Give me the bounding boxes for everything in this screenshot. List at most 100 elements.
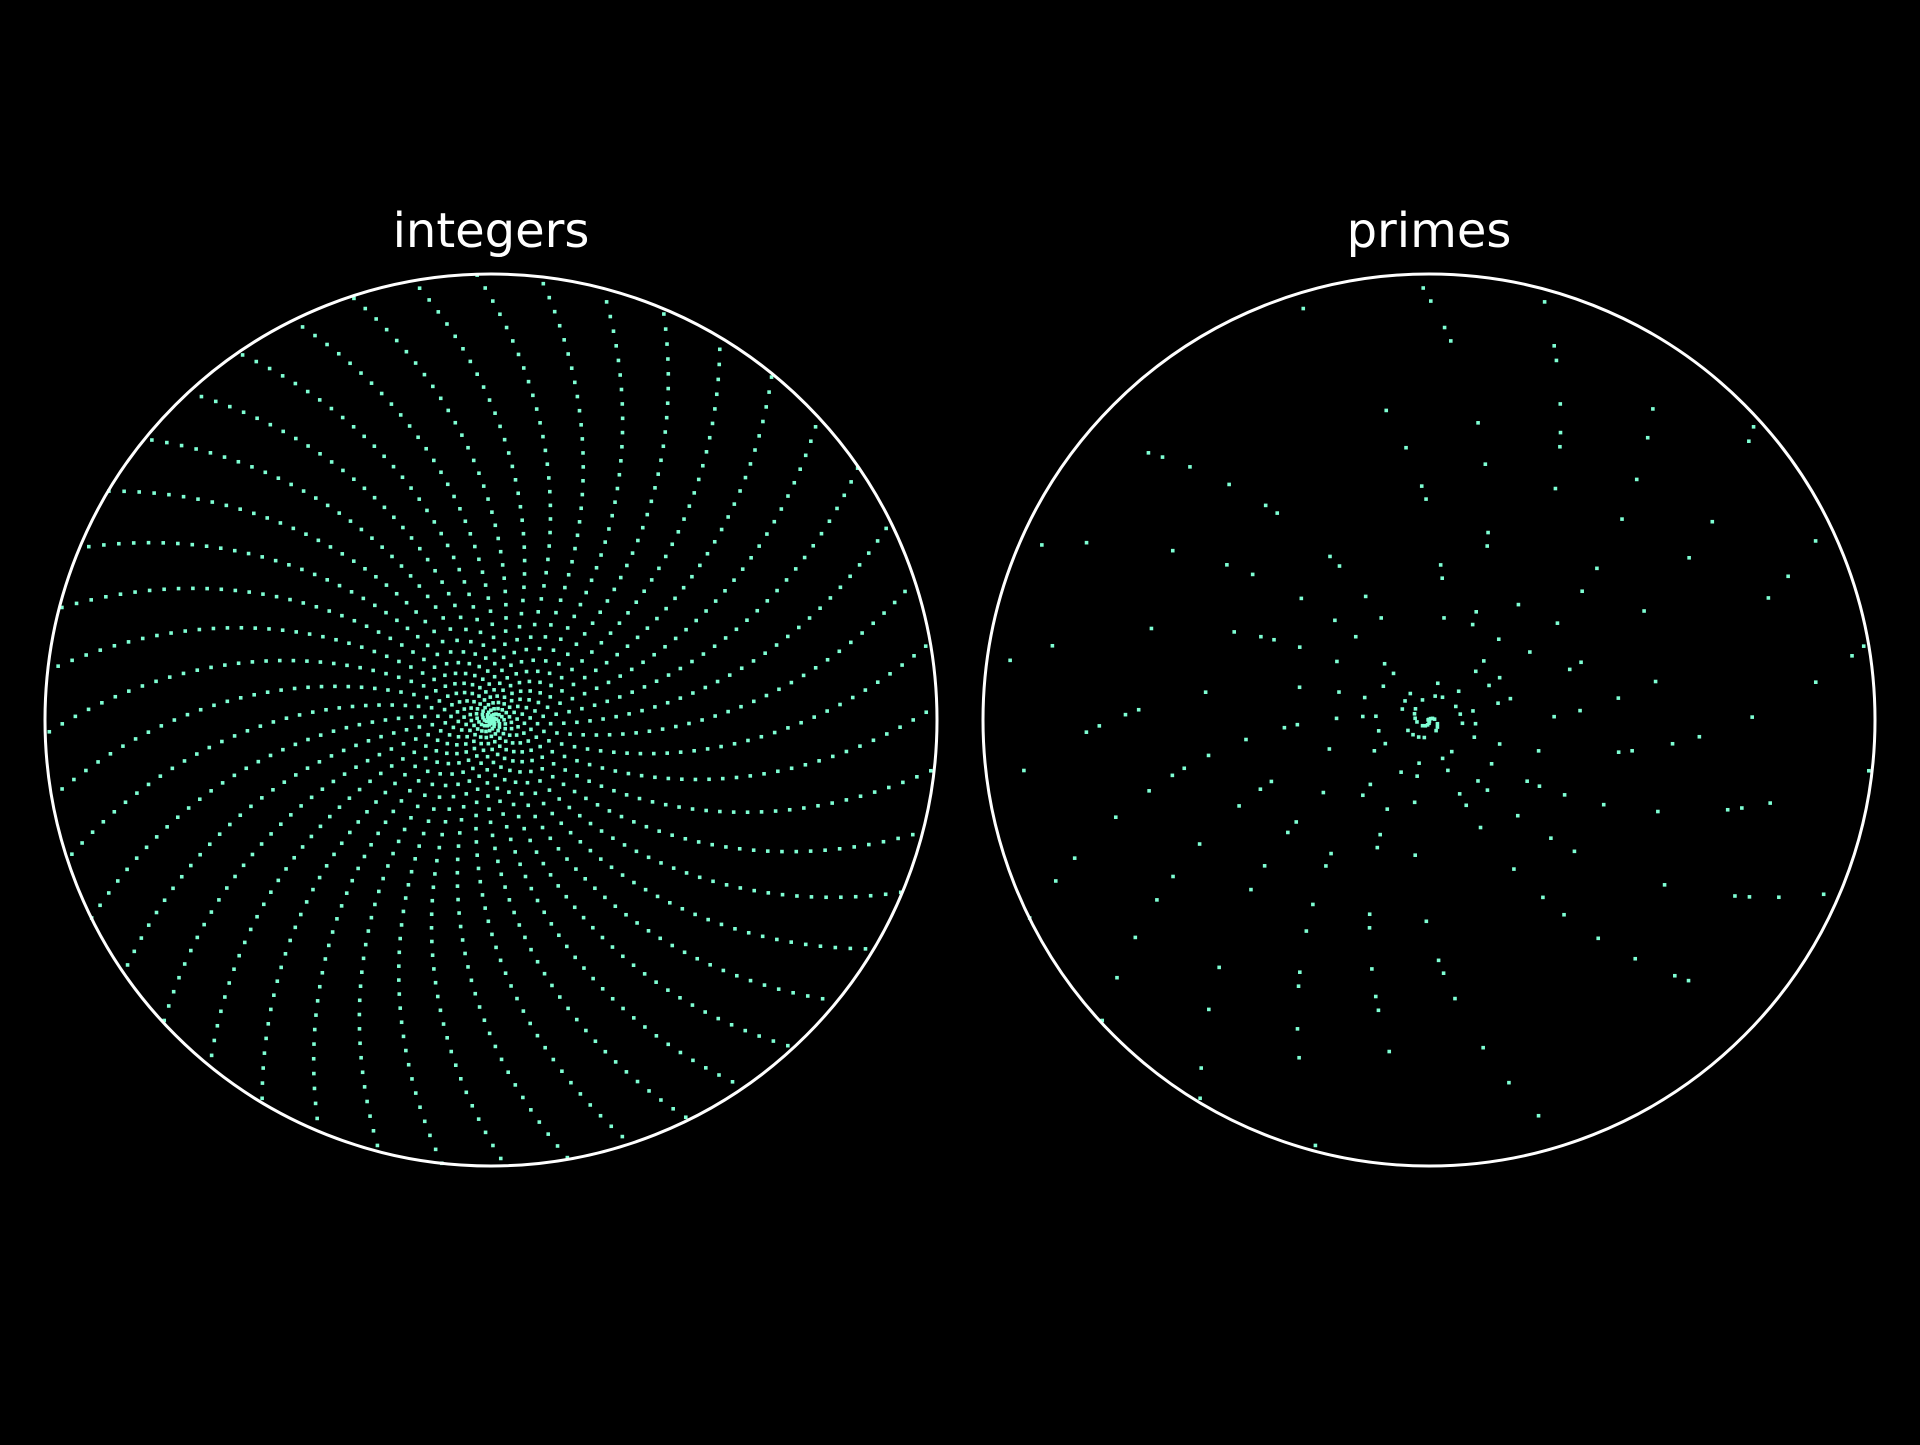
integer-point-753 (613, 904, 618, 909)
integer-point-1272 (133, 590, 137, 594)
integer-point-1212 (775, 937, 779, 942)
integer-point-270 (568, 732, 572, 736)
integer-point-564 (503, 885, 507, 889)
integer-point-1108 (306, 444, 310, 448)
integer-point-508 (578, 840, 583, 844)
integer-point-526 (455, 870, 460, 875)
integer-point-840 (397, 950, 402, 955)
integer-point-1439 (912, 654, 916, 658)
integer-point-261 (413, 737, 418, 741)
integer-point-1002 (195, 668, 200, 672)
integer-point-970 (278, 521, 283, 525)
integer-point-316 (464, 627, 468, 632)
integer-point-315 (551, 648, 556, 653)
integer-point-335 (448, 627, 453, 631)
integer-point-457 (475, 853, 479, 857)
integer-point-1024 (789, 766, 794, 771)
integer-point-239 (558, 701, 562, 705)
integer-point-1036 (719, 922, 724, 927)
integer-point-852 (284, 867, 288, 871)
integer-point-107 (520, 712, 525, 716)
integer-point-946 (228, 822, 232, 827)
integer-point-671 (542, 910, 547, 915)
integer-point-1447 (363, 306, 368, 311)
integer-point-572 (654, 679, 659, 683)
integer-point-1144 (793, 567, 798, 571)
prime-point-977 (1136, 707, 1141, 712)
integer-point-1237 (748, 978, 753, 983)
prime-point-1427 (1747, 439, 1751, 444)
integer-point-211 (434, 749, 439, 753)
prime-point-1087 (1750, 715, 1754, 719)
integer-point-251 (559, 742, 564, 746)
integer-point-126 (524, 705, 529, 710)
prime-point-89 (1440, 695, 1445, 700)
integer-point-381 (415, 804, 420, 809)
integer-point-169 (529, 748, 533, 753)
integer-point-930 (764, 693, 769, 698)
integer-point-959 (293, 925, 298, 930)
integer-point-1013 (538, 421, 542, 425)
integer-point-1398 (73, 714, 78, 719)
integer-point-944 (502, 437, 507, 442)
integer-point-1245 (710, 421, 715, 426)
integer-point-275 (498, 799, 502, 804)
integer-point-243 (456, 782, 460, 787)
prime-point-1013 (1476, 421, 1480, 425)
integer-point-913 (391, 464, 396, 469)
integer-point-1379 (84, 653, 88, 657)
integer-point-330 (391, 731, 396, 735)
integer-point-313 (526, 803, 531, 808)
integer-point-752 (399, 923, 404, 927)
integer-point-77 (488, 695, 493, 699)
integer-point-1200 (844, 749, 849, 754)
integer-point-1382 (881, 839, 886, 844)
prime-point-809 (1436, 958, 1441, 963)
integer-point-467 (425, 594, 430, 599)
integer-point-263 (538, 779, 542, 783)
prime-point-197 (1391, 671, 1396, 676)
integer-point-1005 (773, 809, 778, 813)
integer-point-167 (445, 741, 450, 746)
integer-point-378 (549, 623, 553, 627)
integer-point-740 (523, 935, 527, 940)
integer-point-199 (461, 770, 465, 774)
integer-point-696 (517, 923, 522, 927)
prime-point-709 (1541, 895, 1545, 900)
integer-point-483 (588, 821, 593, 826)
integer-point-947 (435, 994, 440, 999)
integer-point-976 (341, 468, 345, 473)
integer-point-763 (280, 628, 285, 632)
integer-point-1428 (427, 298, 431, 302)
integer-point-1389 (866, 551, 871, 555)
integer-point-821 (366, 929, 371, 933)
integer-point-1043 (799, 720, 803, 725)
integer-point-664 (403, 896, 408, 900)
integer-point-731 (370, 536, 374, 540)
integer-point-1152 (294, 436, 298, 441)
integer-point-1251 (786, 494, 790, 498)
prime-point-947 (1373, 994, 1378, 999)
prime-point-191 (1381, 684, 1386, 689)
integer-point-744 (301, 601, 306, 605)
prime-point-787 (1419, 484, 1424, 488)
integer-point-216 (443, 673, 447, 678)
integer-point-613 (320, 787, 325, 791)
integer-point-481 (354, 765, 358, 769)
integer-point-387 (393, 781, 397, 786)
integer-point-110 (456, 719, 461, 724)
prime-point-67 (1416, 735, 1421, 739)
integer-point-845 (238, 696, 243, 700)
integer-point-659 (634, 849, 639, 854)
integer-point-1140 (176, 586, 181, 591)
integer-point-473 (462, 580, 467, 584)
integer-point-498 (480, 570, 485, 574)
integer-point-1366 (152, 491, 156, 495)
integer-point-732 (271, 720, 276, 724)
prime-point-613 (1258, 787, 1263, 791)
integer-point-1267 (266, 1022, 271, 1026)
integer-point-134 (470, 682, 475, 687)
integer-point-1151 (620, 402, 625, 406)
integer-point-366 (488, 609, 493, 613)
integer-point-1328 (241, 410, 246, 415)
